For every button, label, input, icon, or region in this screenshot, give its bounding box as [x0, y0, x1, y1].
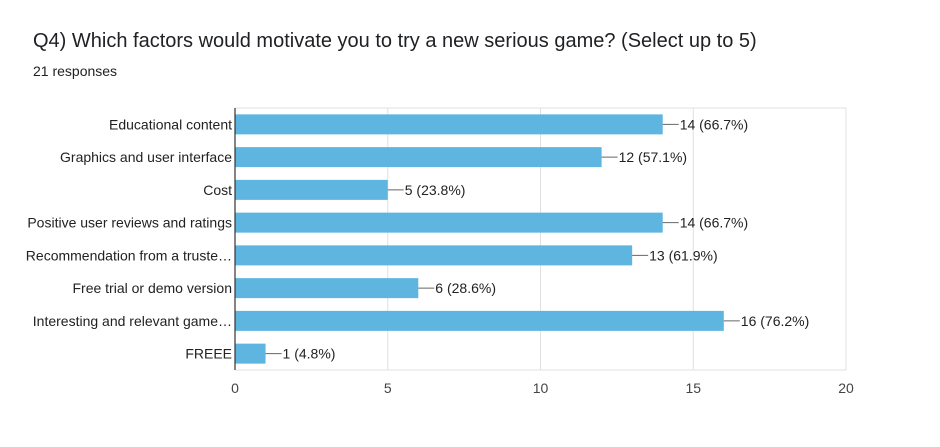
- bar: [235, 343, 266, 364]
- category-label: Interesting and relevant game…: [33, 313, 232, 329]
- bar: [235, 245, 633, 266]
- data-label: 13 (61.9%): [649, 247, 717, 263]
- x-tick-label: 15: [685, 380, 701, 396]
- data-label: 6 (28.6%): [435, 280, 496, 296]
- data-label: 5 (23.8%): [405, 182, 466, 198]
- bars: [235, 114, 740, 364]
- category-label: Recommendation from a truste…: [26, 247, 232, 263]
- category-label: Graphics and user interface: [60, 149, 232, 165]
- category-label: Cost: [203, 182, 232, 198]
- x-tick-label: 10: [533, 380, 549, 396]
- response-count: 21 responses: [33, 63, 118, 79]
- data-label: 16 (76.2%): [741, 313, 809, 329]
- data-label: 14 (66.7%): [680, 116, 748, 132]
- bar: [235, 212, 663, 233]
- category-label: Positive user reviews and ratings: [27, 215, 232, 231]
- bar: [235, 147, 602, 168]
- data-label: 14 (66.7%): [680, 215, 748, 231]
- bar: [235, 278, 419, 299]
- category-label: Educational content: [109, 116, 232, 132]
- chart-title: Q4) Which factors would motivate you to …: [33, 30, 757, 52]
- x-tick-label: 0: [231, 380, 239, 396]
- category-label: FREEE: [185, 346, 232, 362]
- x-tick-label: 20: [838, 380, 854, 396]
- x-tick-label: 5: [384, 380, 392, 396]
- labels: 0 5 10 15 20 14 (66.7%) Educational content 12 …: [26, 116, 854, 396]
- bar: [235, 179, 388, 200]
- category-label: Free trial or demo version: [72, 280, 232, 296]
- bar: [235, 114, 663, 135]
- data-label: 1 (4.8%): [283, 346, 336, 362]
- data-label: 12 (57.1%): [619, 149, 687, 165]
- bar: [235, 310, 724, 331]
